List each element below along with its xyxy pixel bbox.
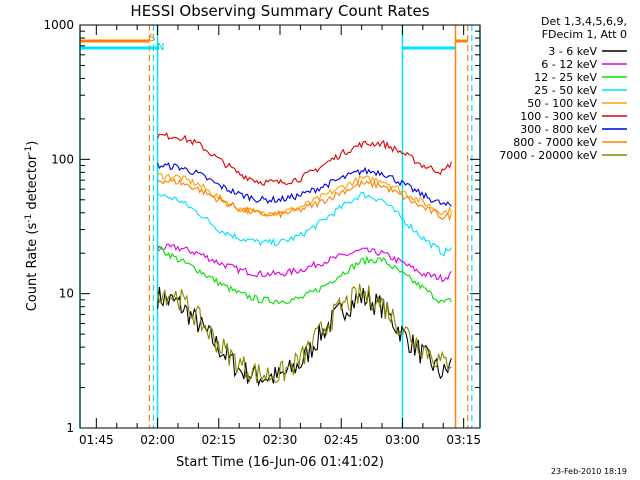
series-line [157,131,452,186]
x-tick-label: 02:00 [140,433,175,447]
series-line [157,191,452,257]
y-tick-label: 1 [66,421,74,435]
flag-label-night: N [157,42,164,53]
footer-date: 23-Feb-2010 18:19 [551,467,627,476]
legend-entry-label: 300 - 800 keV [520,123,597,136]
x-tick-label: 02:15 [201,433,236,447]
series-line [157,177,452,222]
y-axis: 1 10 100 1000 [43,18,480,435]
legend-entry-label: 7000 - 20000 keV [499,149,597,162]
legend-header-line-1: Det 1,3,4,5,6,9, [541,15,627,28]
y-axis-label: Count Rate (s-1 detector-1) [24,141,40,312]
legend-entry-label: 3 - 6 keV [548,45,597,58]
legend-entry-label: 100 - 300 keV [520,110,597,123]
flag-label-saa: S [149,33,155,44]
legend: Det 1,3,4,5,6,9, FDecim 1, Att 0 3 - 6 k… [499,15,627,162]
series-line [157,172,452,217]
y-tick-label: 1000 [43,18,74,32]
plot-area [79,25,481,428]
x-tick-label: 01:45 [79,433,114,447]
series-line [157,245,452,305]
legend-entry-label: 12 - 25 keV [534,71,597,84]
series-line [157,162,452,207]
legend-entry-label: 50 - 100 keV [527,97,597,110]
x-tick-label: 03:00 [385,433,420,447]
series-line [157,287,452,387]
series-line [157,283,452,384]
x-tick-label: 03:15 [446,433,481,447]
legend-header-line-2: FDecim 1, Att 0 [542,28,627,41]
x-axis: 01:45 02:00 02:15 02:30 02:45 03:00 03:15 [79,25,481,447]
y-tick-label: 100 [51,152,74,166]
legend-entry-label: 25 - 50 keV [534,84,597,97]
y-tick-label: 10 [59,287,74,301]
x-tick-label: 02:30 [263,433,298,447]
legend-entry-label: 800 - 7000 keV [513,136,597,149]
legend-entry-label: 6 - 12 keV [541,58,597,71]
x-axis-label: Start Time (16-Jun-06 01:41:02) [176,455,384,470]
chart-title: HESSI Observing Summary Count Rates [130,2,429,20]
series-line [157,243,452,283]
x-tick-label: 02:45 [324,433,359,447]
